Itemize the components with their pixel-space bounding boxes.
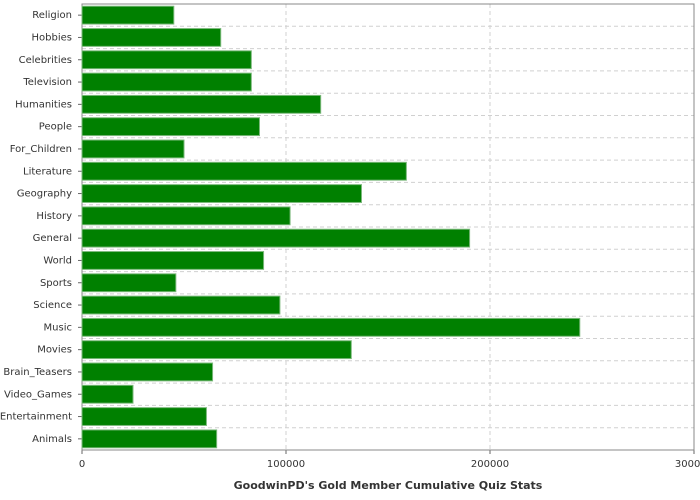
y-tick-label: Humanities	[15, 99, 72, 110]
bar	[81, 384, 134, 404]
y-tick-label: Hobbies	[32, 32, 72, 43]
bar	[81, 340, 352, 360]
y-tick-label: Brain_Teasers	[3, 367, 72, 378]
y-tick-label: Music	[44, 322, 72, 333]
bar	[81, 50, 252, 70]
y-tick-label: History	[36, 211, 72, 222]
bar	[81, 161, 407, 181]
bar	[81, 295, 281, 315]
bar	[81, 362, 214, 382]
y-tick-label: Literature	[23, 166, 72, 177]
bar	[81, 117, 260, 137]
y-tick-label: Video_Games	[4, 389, 72, 400]
x-axis-title: GoodwinPD's Gold Member Cumulative Quiz …	[234, 479, 543, 492]
x-tick-label: 100000	[267, 459, 305, 470]
y-tick-label: People	[39, 122, 72, 133]
y-tick-label: Sports	[40, 278, 72, 289]
y-tick-label: Religion	[32, 10, 72, 21]
bar	[81, 94, 322, 114]
y-tick-label: For_Children	[10, 144, 72, 155]
bar	[81, 5, 175, 25]
bar	[81, 317, 581, 337]
bar	[81, 28, 222, 47]
y-tick-label: Celebrities	[19, 55, 72, 66]
bar	[81, 184, 362, 203]
y-tick-label: Entertainment	[0, 412, 72, 423]
y-tick-label: Science	[33, 300, 72, 311]
bar	[81, 72, 252, 92]
x-tick-label: 200000	[471, 459, 509, 470]
y-tick-label: Television	[22, 77, 72, 88]
bar	[81, 139, 185, 159]
bar	[81, 228, 471, 248]
bar	[81, 251, 265, 270]
y-tick-label: General	[33, 233, 72, 244]
bar	[81, 429, 218, 449]
bar	[81, 273, 177, 293]
y-tick-label: Movies	[37, 345, 72, 356]
bar	[81, 206, 291, 226]
x-tick-label: 0	[79, 459, 85, 470]
x-tick-label: 300000	[675, 459, 700, 470]
y-tick-label: World	[43, 255, 72, 266]
y-tick-label: Animals	[32, 434, 72, 445]
y-tick-label: Geography	[17, 189, 72, 200]
plot-frame	[81, 3, 695, 451]
bar	[81, 407, 207, 426]
